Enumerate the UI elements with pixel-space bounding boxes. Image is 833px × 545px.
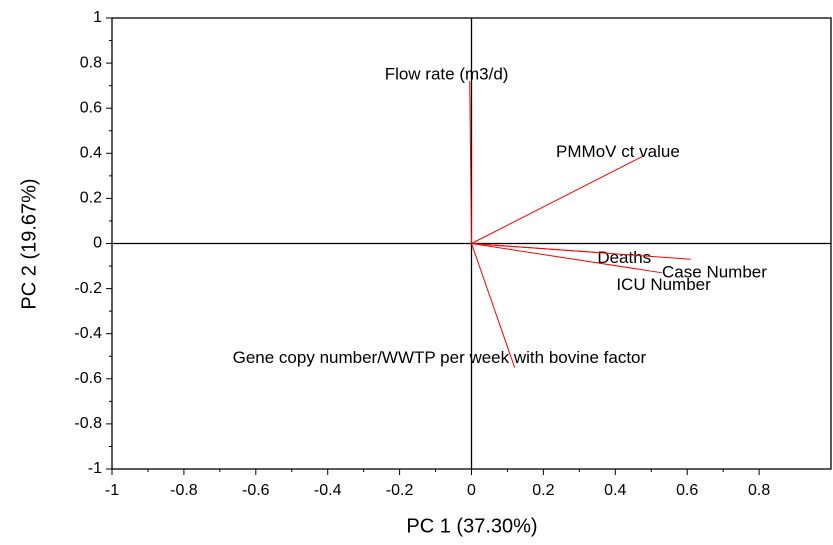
y-tick-label: 0 bbox=[93, 235, 102, 252]
y-tick-label: 0.6 bbox=[80, 99, 102, 116]
y-tick-label: 0.8 bbox=[80, 54, 102, 71]
x-tick-label: -1 bbox=[105, 482, 119, 499]
y-tick-label: -0.8 bbox=[74, 415, 102, 432]
y-tick-label: 0.4 bbox=[80, 145, 102, 162]
x-tick-label: 0.8 bbox=[748, 482, 770, 499]
vector-label: PMMoV ct value bbox=[556, 142, 680, 161]
x-axis-label: PC 1 (37.30%) bbox=[406, 515, 537, 537]
vector-label: Flow rate (m3/d) bbox=[385, 65, 509, 84]
loading-vector bbox=[471, 155, 645, 244]
loading-vector bbox=[471, 243, 663, 274]
y-tick-label: 1 bbox=[93, 9, 102, 26]
vector-label: Deaths bbox=[597, 248, 651, 267]
y-tick-label: -1 bbox=[88, 460, 102, 477]
x-tick-label: -0.4 bbox=[314, 482, 342, 499]
y-tick-label: -0.4 bbox=[74, 325, 102, 342]
vector-label: Gene copy number/WWTP per week with bovi… bbox=[233, 348, 647, 367]
x-tick-label: 0.4 bbox=[604, 482, 626, 499]
x-tick-label: -0.6 bbox=[242, 482, 270, 499]
x-tick-label: -0.8 bbox=[170, 482, 198, 499]
vector-label: ICU Number bbox=[616, 275, 711, 294]
y-tick-label: 0.2 bbox=[80, 190, 102, 207]
x-tick-label: 0.2 bbox=[532, 482, 554, 499]
x-tick-label: 0.6 bbox=[676, 482, 698, 499]
loading-vector bbox=[471, 243, 691, 260]
loading-vector bbox=[471, 243, 516, 368]
x-tick-label: 0 bbox=[467, 482, 476, 499]
y-tick-label: -0.6 bbox=[74, 370, 102, 387]
y-tick-label: -0.2 bbox=[74, 280, 102, 297]
x-tick-label: -0.2 bbox=[386, 482, 414, 499]
loading-vector bbox=[469, 81, 472, 244]
y-axis-label: PC 2 (19.67%) bbox=[18, 178, 40, 309]
vector-label: Case Number bbox=[662, 262, 767, 281]
